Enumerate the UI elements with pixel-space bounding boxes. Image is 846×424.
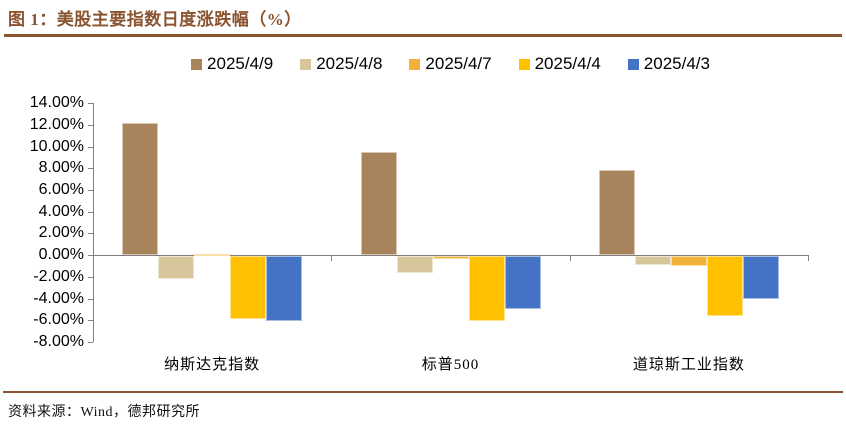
legend-item: 2025/4/7 bbox=[409, 54, 492, 74]
legend-swatch-icon bbox=[191, 58, 203, 70]
category-axis-tick bbox=[331, 255, 333, 262]
legend-swatch-icon bbox=[627, 58, 639, 70]
chart-legend: 2025/4/9 2025/4/8 2025/4/7 2025/4/4 2025/4/3 bbox=[93, 54, 808, 74]
bar bbox=[742, 256, 779, 300]
bar bbox=[706, 256, 743, 316]
footer-divider bbox=[3, 391, 843, 393]
legend-label: 2025/4/7 bbox=[425, 54, 492, 73]
y-axis-tick bbox=[88, 211, 93, 213]
bar bbox=[360, 151, 397, 256]
legend-swatch-icon bbox=[300, 58, 312, 70]
bar bbox=[266, 256, 303, 321]
y-axis-tick-label: 8.00% bbox=[38, 159, 84, 177]
bar bbox=[122, 123, 159, 256]
bar bbox=[432, 256, 469, 259]
figure-title: 图 1：美股主要指数日度涨跌幅（%） bbox=[8, 10, 302, 29]
y-axis-tick bbox=[88, 276, 93, 278]
legend-item: 2025/4/9 bbox=[191, 54, 273, 74]
y-axis-tick-label: -2.00% bbox=[33, 267, 84, 285]
legend-swatch-icon bbox=[409, 58, 421, 70]
legend-label: 2025/4/9 bbox=[207, 54, 274, 73]
bar bbox=[230, 256, 267, 320]
y-axis-tick bbox=[88, 320, 93, 322]
y-axis-tick-label: 0.00% bbox=[38, 246, 84, 264]
legend-item: 2025/4/8 bbox=[300, 54, 382, 74]
category-axis-tick bbox=[569, 255, 571, 262]
x-axis-category-label: 标普500 bbox=[421, 357, 480, 373]
y-axis-tick-label: -8.00% bbox=[33, 333, 84, 350]
y-axis-tick-label: -6.00% bbox=[33, 311, 84, 329]
y-axis-tick-label: 4.00% bbox=[38, 202, 84, 220]
bar bbox=[396, 256, 433, 274]
legend-label: 2025/4/4 bbox=[534, 54, 601, 73]
x-axis-category-label: 纳斯达克指数 bbox=[164, 357, 261, 373]
y-axis-tick-label: 10.00% bbox=[29, 137, 84, 155]
y-axis-tick bbox=[88, 342, 93, 343]
y-axis-tick-label: -4.00% bbox=[33, 289, 84, 307]
legend-label: 2025/4/8 bbox=[316, 54, 383, 73]
x-axis-category-label: 道琼斯工业指数 bbox=[632, 357, 745, 373]
bar bbox=[158, 256, 195, 280]
legend-item: 2025/4/3 bbox=[627, 54, 710, 74]
bar bbox=[504, 256, 541, 309]
legend-label: 2025/4/3 bbox=[643, 54, 710, 73]
y-axis-tick bbox=[88, 124, 93, 126]
bar bbox=[634, 256, 671, 266]
y-axis-tick bbox=[88, 189, 93, 191]
category-axis-tick bbox=[93, 255, 94, 262]
y-axis-tick-label: 12.00% bbox=[29, 115, 84, 133]
bar bbox=[670, 256, 707, 266]
y-axis-tick bbox=[88, 103, 93, 104]
y-axis-tick-label: 2.00% bbox=[38, 224, 84, 242]
zero-axis-line bbox=[93, 255, 808, 257]
legend-swatch-icon bbox=[518, 58, 530, 70]
y-axis-tick bbox=[88, 298, 93, 300]
y-axis-tick bbox=[88, 233, 93, 235]
category-axis-tick bbox=[808, 255, 809, 262]
bar bbox=[468, 256, 505, 321]
title-divider bbox=[4, 34, 842, 37]
y-axis-line bbox=[93, 103, 94, 342]
y-axis-tick bbox=[88, 146, 93, 148]
y-axis-tick bbox=[88, 255, 93, 257]
legend-item: 2025/4/4 bbox=[518, 54, 601, 74]
bar bbox=[194, 254, 231, 256]
bar bbox=[598, 169, 635, 256]
source-note: 资料来源：Wind，德邦研究所 bbox=[8, 405, 201, 420]
y-axis-tick bbox=[88, 168, 93, 170]
y-axis-tick-label: 6.00% bbox=[38, 180, 84, 198]
y-axis-tick-label: 14.00% bbox=[29, 94, 84, 111]
